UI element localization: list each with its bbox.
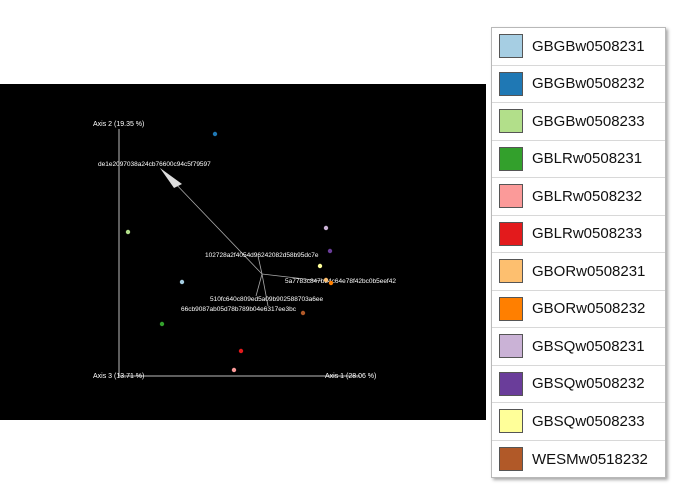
legend-label: GBSQw0508232 [532,375,645,393]
feature-label-2: 102728a2f4054d96242082d58b95dc7e [205,252,319,259]
feature-arrow-5 [261,273,269,307]
plot-canvas[interactable]: Axis 2 (19.35 %) Axis 3 (13.71 %) Axis 1… [0,84,486,420]
legend-item-gborw0508232[interactable]: GBORw0508232 [492,291,665,328]
sample-point-gborw0508231[interactable] [323,277,329,283]
legend-label: GBSQw0508231 [532,337,645,355]
feature-label-5: 66cb9087ab05d78b789b04e6317ee3bc [181,306,297,313]
sample-point-gblrw0508231[interactable] [159,321,165,327]
feature-arrow-3 [261,273,323,282]
axis-2-label: Axis 2 (19.35 %) [93,121,144,128]
feature-arrowhead-1 [160,168,182,188]
legend-label: GBLRw0508233 [532,225,643,243]
legend-label: GBGBw0508231 [532,37,645,55]
legend-item-gbgbw0508233[interactable]: GBGBw0508233 [492,103,665,141]
legend-item-gborw0508231[interactable]: GBORw0508231 [492,253,665,291]
legend-label: WESMw0518232 [532,450,648,468]
feature-arrow-1 [171,179,263,275]
sample-point-gbsqw0508233[interactable] [317,263,323,269]
legend-item-gbsqw0508232[interactable]: GBSQw0508232 [492,366,665,403]
legend-item-wesmw0518232[interactable]: WESMw0518232 [492,441,665,479]
legend-label: GBORw0508231 [532,262,646,280]
feature-label-4: 510fc640c809ed5a09b902588703a6ee [210,296,324,303]
legend-swatch[interactable] [499,447,523,472]
legend-label: GBGBw0508232 [532,75,645,93]
legend-swatch[interactable] [499,146,523,171]
legend-swatch[interactable] [499,221,523,246]
legend-swatch[interactable] [499,184,523,209]
legend-item-gbgbw0508231[interactable]: GBGBw0508231 [492,28,665,66]
biplot-arrows [160,168,323,307]
sample-point-gborw0508232[interactable] [328,280,334,286]
legend-swatch[interactable] [499,259,523,284]
sample-point-gbsqw0508232[interactable] [327,248,333,254]
axis-3-label: Axis 3 (13.71 %) [93,373,144,380]
sample-point-wesmw0518232[interactable] [300,310,306,316]
legend-item-gbgbw0508232[interactable]: GBGBw0508232 [492,66,665,103]
axis-1-label: Axis 1 (28.06 %) [325,373,376,380]
feature-label-3: 5a7783c847b84c64e78f42bc0b5eef42 [285,278,396,285]
feature-arrow-4 [255,273,263,297]
legend-label: GBLRw0508231 [532,150,643,168]
legend-swatch[interactable] [499,371,523,396]
sample-point-gblrw0508233[interactable] [238,348,244,354]
legend-swatch[interactable] [499,71,523,96]
legend-item-gblrw0508231[interactable]: GBLRw0508231 [492,141,665,178]
legend-swatch[interactable] [499,334,523,359]
legend-item-gbsqw0508233[interactable]: GBSQw0508233 [492,403,665,441]
legend-swatch[interactable] [499,409,523,434]
sample-point-gbsqw0508231[interactable] [323,225,329,231]
sample-point-gbgbw0508233[interactable] [125,229,131,235]
sample-point-gblrw0508232[interactable] [231,367,237,373]
legend-swatch[interactable] [499,34,523,59]
legend-label: GBGBw0508233 [532,112,645,130]
legend-item-gbsqw0508231[interactable]: GBSQw0508231 [492,328,665,366]
legend-label: GBLRw0508232 [532,187,643,205]
pcoa-emperor-plot[interactable]: Axis 2 (19.35 %) Axis 3 (13.71 %) Axis 1… [0,84,486,420]
legend-label: GBSQw0508233 [532,412,645,430]
legend-swatch[interactable] [499,109,523,134]
legend-swatch[interactable] [499,296,523,321]
legend-item-gblrw0508232[interactable]: GBLRw0508232 [492,178,665,216]
legend-item-gblrw0508233[interactable]: GBLRw0508233 [492,216,665,253]
legend-panel: GBGBw0508231 GBGBw0508232 GBGBw0508233 G… [491,27,666,478]
feature-arrow-2 [257,255,263,275]
sample-point-gbgbw0508231[interactable] [179,279,185,285]
sample-point-gbgbw0508232[interactable] [212,131,218,137]
sample-points[interactable] [125,131,334,373]
legend-label: GBORw0508232 [532,300,646,318]
feature-label-1: de1e2097038a24cb76600c94c5f79597 [98,161,211,168]
